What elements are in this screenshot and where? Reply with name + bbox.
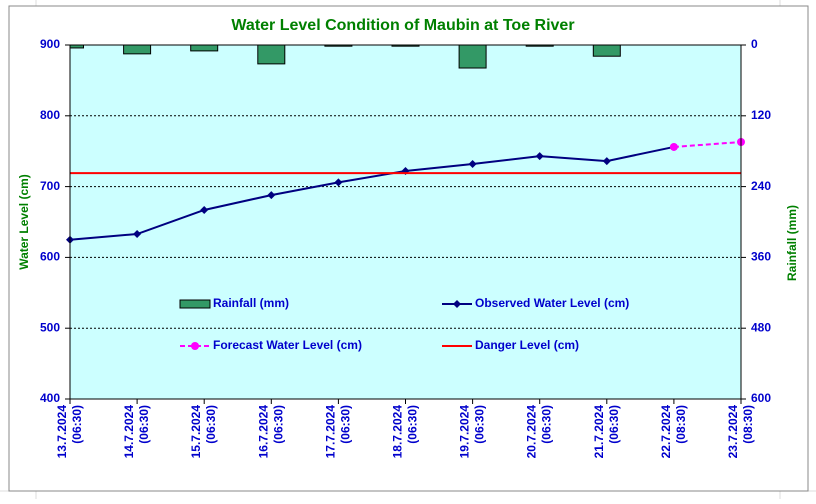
y-axis-label: Water Level (cm) <box>17 174 31 270</box>
legend-label: Forecast Water Level (cm) <box>213 338 362 352</box>
y-tick-label: 600 <box>40 250 60 264</box>
y-tick-label: 400 <box>40 391 60 405</box>
point-marker <box>669 142 678 151</box>
y2-tick-label: 120 <box>751 108 771 122</box>
x-tick-label: 19.7.2024(06:30) <box>458 405 487 459</box>
point-marker <box>602 157 611 166</box>
rain-bar <box>190 45 219 52</box>
rain-bar <box>525 45 554 47</box>
x-tick-label: 16.7.2024(06:30) <box>256 405 285 459</box>
legend-swatch <box>179 299 211 309</box>
legend-label: Observed Water Level (cm) <box>475 296 629 310</box>
x-tick-label: 20.7.2024(06:30) <box>525 405 554 459</box>
rain-bar <box>324 45 353 47</box>
point-marker <box>468 159 477 168</box>
legend-marker <box>453 300 461 308</box>
y-tick-label: 800 <box>40 108 60 122</box>
y-tick-label: 700 <box>40 179 60 193</box>
y-tick-label: 900 <box>40 37 60 51</box>
rain-bar <box>70 45 84 49</box>
water-line <box>673 140 742 148</box>
x-tick-label: 15.7.2024(06:30) <box>189 405 218 459</box>
x-tick-label: 13.7.2024(06:30) <box>55 405 84 459</box>
x-tick-label: 18.7.2024(06:30) <box>391 405 420 459</box>
rain-bar <box>257 45 286 65</box>
point-marker <box>267 191 276 200</box>
water-line <box>69 145 675 241</box>
y2-tick-label: 360 <box>751 250 771 264</box>
rain-bar <box>458 45 487 69</box>
point-marker <box>334 178 343 187</box>
x-tick-label: 17.7.2024(06:30) <box>324 405 353 459</box>
legend-label: Danger Level (cm) <box>475 338 579 352</box>
rain-bar <box>391 45 420 47</box>
chart-title: Water Level Condition of Maubin at Toe R… <box>231 17 574 34</box>
x-tick-label: 22.7.2024(08:30) <box>659 405 688 459</box>
x-tick-label: 21.7.2024(06:30) <box>592 405 621 459</box>
y2-tick-label: 0 <box>751 37 758 51</box>
x-tick-label: 14.7.2024(06:30) <box>122 405 151 459</box>
point-marker <box>200 205 209 214</box>
rain-bar <box>592 45 621 57</box>
y2-axis-label: Rainfall (mm) <box>785 205 799 281</box>
point-marker <box>535 152 544 161</box>
x-tick-label: 23.7.2024(08:30) <box>726 405 755 459</box>
plot-area <box>70 45 741 399</box>
plot-border <box>69 44 742 400</box>
legend-marker <box>191 342 199 350</box>
point-marker <box>133 230 142 239</box>
legend-label: Rainfall (mm) <box>213 296 289 310</box>
y2-tick-label: 480 <box>751 320 771 334</box>
y2-tick-label: 240 <box>751 179 771 193</box>
y2-tick-label: 600 <box>751 391 771 405</box>
rain-bar <box>123 45 152 55</box>
y-tick-label: 500 <box>40 320 60 334</box>
